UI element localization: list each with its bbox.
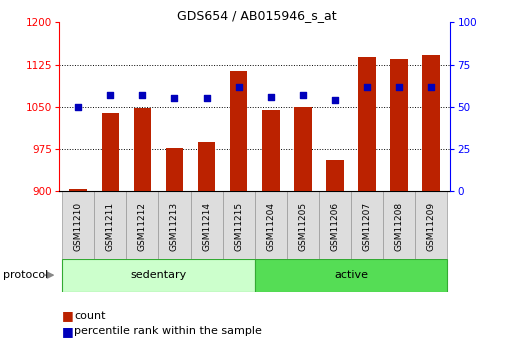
FancyBboxPatch shape	[62, 191, 94, 259]
Bar	[254, 259, 447, 292]
Text: GSM11209: GSM11209	[427, 202, 436, 251]
Bar	[62, 259, 254, 292]
FancyBboxPatch shape	[223, 191, 254, 259]
Text: GSM11210: GSM11210	[74, 202, 83, 251]
Text: GSM11215: GSM11215	[234, 202, 243, 251]
Text: GSM11214: GSM11214	[202, 202, 211, 251]
FancyBboxPatch shape	[126, 191, 159, 259]
Point	[427, 84, 435, 89]
Bar	[262, 110, 280, 191]
Text: GSM11204: GSM11204	[266, 202, 275, 251]
FancyBboxPatch shape	[190, 191, 223, 259]
Text: GSM11208: GSM11208	[394, 202, 404, 251]
FancyBboxPatch shape	[383, 191, 415, 259]
Text: GSM11211: GSM11211	[106, 202, 115, 251]
Bar	[198, 142, 215, 191]
Point	[234, 84, 243, 89]
Point	[331, 97, 339, 103]
FancyBboxPatch shape	[351, 191, 383, 259]
Text: GSM11207: GSM11207	[363, 202, 371, 251]
Bar	[102, 112, 119, 191]
FancyBboxPatch shape	[415, 191, 447, 259]
FancyBboxPatch shape	[287, 191, 319, 259]
Text: GSM11205: GSM11205	[299, 202, 307, 251]
Text: count: count	[74, 311, 106, 321]
Text: ■: ■	[62, 325, 73, 338]
FancyBboxPatch shape	[94, 191, 126, 259]
Point	[203, 96, 211, 101]
Bar	[69, 189, 87, 191]
Text: GSM11212: GSM11212	[138, 202, 147, 251]
Text: protocol: protocol	[3, 270, 48, 280]
Bar	[133, 108, 151, 191]
Text: ■: ■	[62, 309, 73, 322]
FancyBboxPatch shape	[159, 191, 190, 259]
Text: active: active	[334, 270, 368, 280]
Bar	[326, 160, 344, 191]
Point	[299, 92, 307, 98]
Text: sedentary: sedentary	[130, 270, 187, 280]
Point	[363, 84, 371, 89]
Point	[395, 84, 403, 89]
Point	[139, 92, 147, 98]
FancyBboxPatch shape	[254, 191, 287, 259]
Point	[267, 94, 275, 100]
Text: GSM11206: GSM11206	[330, 202, 340, 251]
Text: percentile rank within the sample: percentile rank within the sample	[74, 326, 262, 336]
Bar	[390, 59, 408, 191]
Point	[170, 96, 179, 101]
Text: GDS654 / AB015946_s_at: GDS654 / AB015946_s_at	[176, 9, 337, 22]
Point	[106, 92, 114, 98]
Bar	[166, 148, 183, 191]
Bar	[294, 107, 312, 191]
Bar	[422, 55, 440, 191]
Bar	[358, 57, 376, 191]
Bar	[230, 71, 247, 191]
Point	[74, 104, 83, 110]
Text: GSM11213: GSM11213	[170, 202, 179, 251]
FancyBboxPatch shape	[319, 191, 351, 259]
